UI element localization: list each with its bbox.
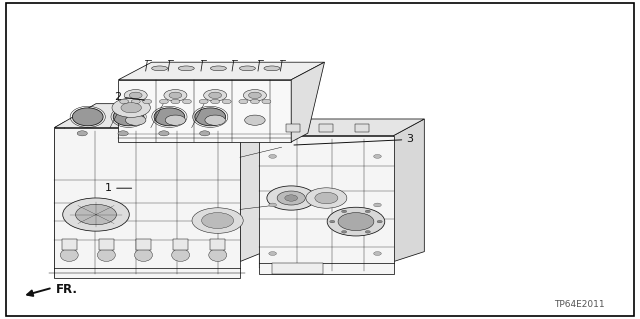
Polygon shape xyxy=(259,130,268,268)
Polygon shape xyxy=(394,119,424,262)
Circle shape xyxy=(285,195,298,201)
Circle shape xyxy=(205,115,225,125)
Circle shape xyxy=(159,131,169,136)
Ellipse shape xyxy=(60,249,78,262)
Circle shape xyxy=(112,98,150,117)
Circle shape xyxy=(269,252,276,256)
Ellipse shape xyxy=(134,249,152,262)
Circle shape xyxy=(338,213,374,231)
Bar xyxy=(210,239,225,250)
Text: FR.: FR. xyxy=(56,283,78,296)
Circle shape xyxy=(244,115,265,125)
Circle shape xyxy=(342,210,347,213)
Circle shape xyxy=(120,99,129,104)
Circle shape xyxy=(118,131,128,136)
Circle shape xyxy=(165,115,186,125)
Circle shape xyxy=(342,231,347,233)
Ellipse shape xyxy=(264,66,280,71)
Circle shape xyxy=(125,115,146,125)
Circle shape xyxy=(63,198,129,231)
Text: 2: 2 xyxy=(115,92,122,102)
Circle shape xyxy=(277,191,305,205)
Circle shape xyxy=(164,90,187,101)
Circle shape xyxy=(374,203,381,207)
Circle shape xyxy=(202,212,234,228)
Polygon shape xyxy=(118,80,291,142)
Circle shape xyxy=(365,210,371,213)
Text: 1: 1 xyxy=(105,183,112,193)
Circle shape xyxy=(121,103,141,113)
Circle shape xyxy=(377,220,382,223)
Ellipse shape xyxy=(195,108,226,126)
Polygon shape xyxy=(54,128,240,278)
Circle shape xyxy=(269,154,276,158)
Circle shape xyxy=(124,90,147,101)
Text: 3: 3 xyxy=(406,134,413,144)
Ellipse shape xyxy=(113,108,144,126)
Bar xyxy=(272,263,323,274)
Circle shape xyxy=(169,92,182,99)
Circle shape xyxy=(315,192,338,204)
Ellipse shape xyxy=(172,249,189,262)
Text: TP64E2011: TP64E2011 xyxy=(554,300,605,309)
Circle shape xyxy=(192,208,243,233)
Ellipse shape xyxy=(179,66,195,71)
Polygon shape xyxy=(291,62,324,142)
Circle shape xyxy=(182,99,191,104)
Circle shape xyxy=(306,188,347,208)
Circle shape xyxy=(159,99,168,104)
Circle shape xyxy=(76,204,116,225)
Circle shape xyxy=(77,131,88,136)
Circle shape xyxy=(131,99,140,104)
Ellipse shape xyxy=(72,108,103,126)
Bar xyxy=(286,124,300,132)
Circle shape xyxy=(143,99,152,104)
Circle shape xyxy=(374,154,381,158)
Ellipse shape xyxy=(239,66,255,71)
Circle shape xyxy=(269,203,276,207)
Circle shape xyxy=(327,207,385,236)
Bar xyxy=(99,239,114,250)
Bar xyxy=(136,239,151,250)
Ellipse shape xyxy=(97,249,115,262)
Circle shape xyxy=(200,131,210,136)
Ellipse shape xyxy=(211,66,227,71)
Ellipse shape xyxy=(152,66,168,71)
Polygon shape xyxy=(118,62,324,80)
Circle shape xyxy=(248,92,261,99)
Ellipse shape xyxy=(154,108,185,126)
Circle shape xyxy=(267,186,316,210)
Circle shape xyxy=(171,99,180,104)
Circle shape xyxy=(262,99,271,104)
Circle shape xyxy=(204,90,227,101)
Circle shape xyxy=(199,99,208,104)
Circle shape xyxy=(365,231,371,233)
Circle shape xyxy=(209,92,221,99)
Circle shape xyxy=(222,99,231,104)
Circle shape xyxy=(239,99,248,104)
Circle shape xyxy=(243,90,266,101)
Circle shape xyxy=(129,92,142,99)
Ellipse shape xyxy=(209,249,227,262)
Bar xyxy=(173,239,188,250)
Circle shape xyxy=(330,220,335,223)
Bar xyxy=(61,239,77,250)
Polygon shape xyxy=(259,119,424,136)
Polygon shape xyxy=(54,122,65,278)
Polygon shape xyxy=(259,136,394,274)
Polygon shape xyxy=(240,104,282,262)
Bar xyxy=(355,124,369,132)
Circle shape xyxy=(374,252,381,256)
Bar xyxy=(319,124,333,132)
Circle shape xyxy=(211,99,220,104)
Polygon shape xyxy=(54,104,282,128)
Circle shape xyxy=(250,99,259,104)
